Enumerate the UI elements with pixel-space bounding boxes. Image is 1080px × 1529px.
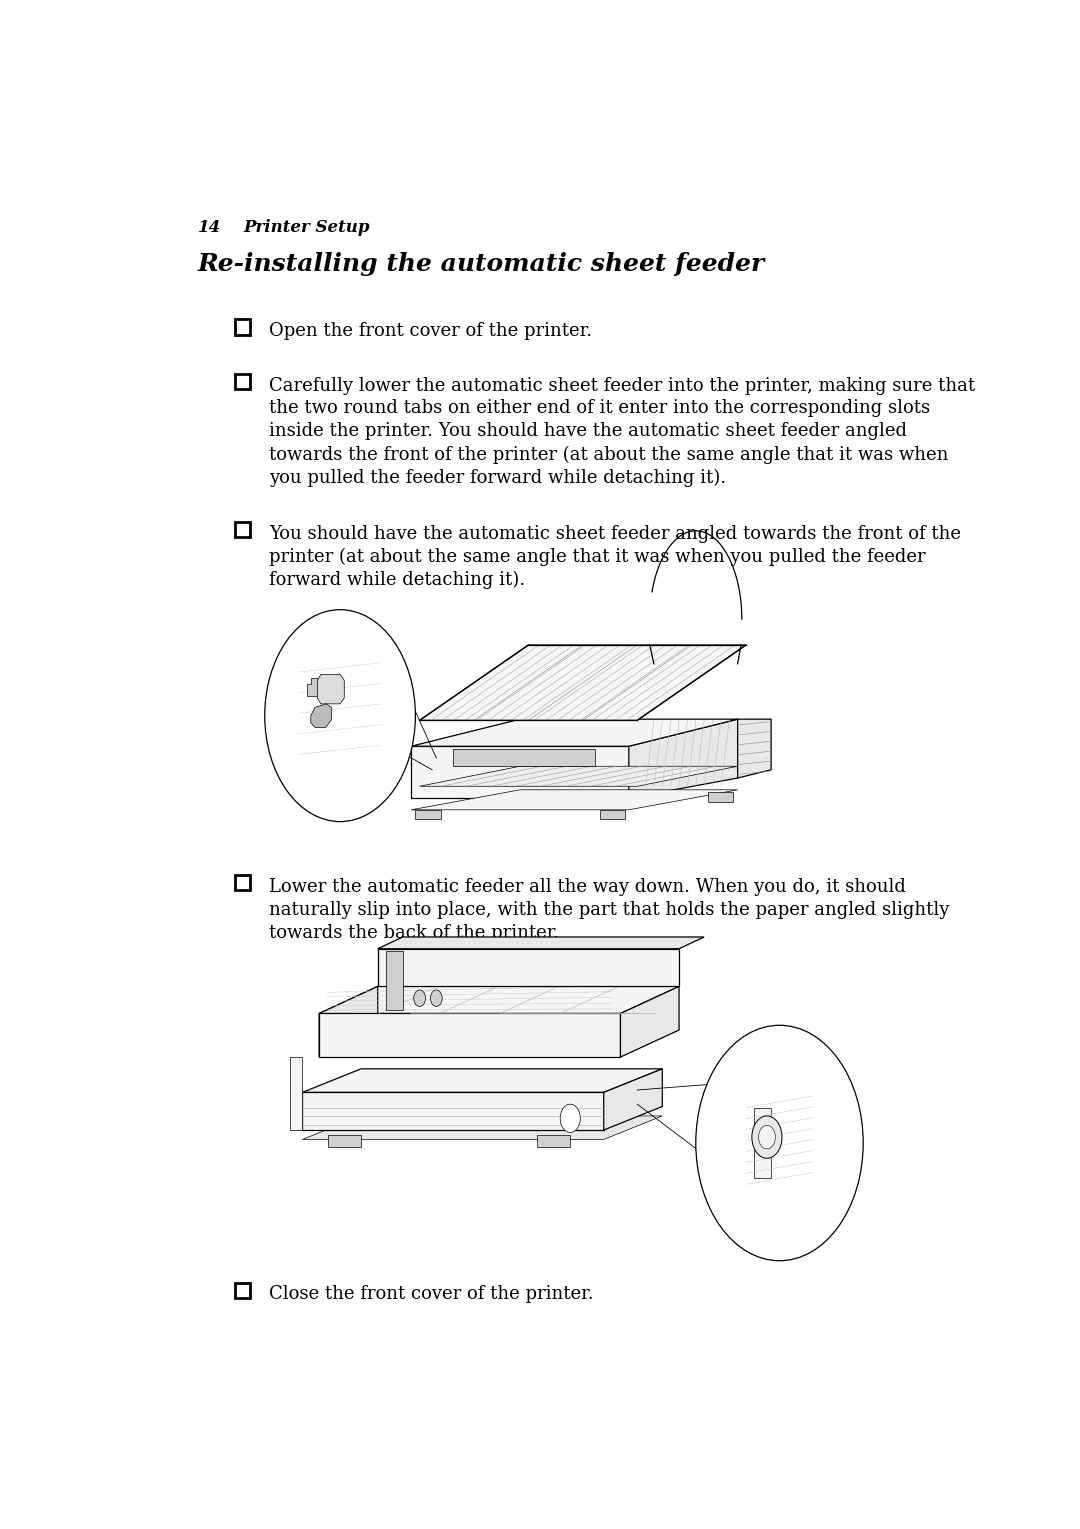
Polygon shape bbox=[420, 766, 738, 786]
Text: Open the front cover of the printer.: Open the front cover of the printer. bbox=[269, 323, 592, 341]
Text: Close the front cover of the printer.: Close the front cover of the printer. bbox=[269, 1286, 594, 1303]
Circle shape bbox=[414, 989, 426, 1006]
Bar bbox=[234, 875, 249, 890]
Circle shape bbox=[431, 989, 442, 1006]
Text: You should have the automatic sheet feeder angled towards the front of the
print: You should have the automatic sheet feed… bbox=[269, 524, 961, 589]
Polygon shape bbox=[320, 1014, 620, 1057]
Bar bbox=[234, 1283, 249, 1298]
Polygon shape bbox=[311, 703, 332, 728]
Bar bbox=[537, 1135, 570, 1147]
Polygon shape bbox=[307, 677, 320, 696]
Polygon shape bbox=[620, 986, 679, 1057]
Polygon shape bbox=[302, 1092, 604, 1130]
Text: Carefully lower the automatic sheet feeder into the printer, making sure that
th: Carefully lower the automatic sheet feed… bbox=[269, 376, 975, 486]
Polygon shape bbox=[302, 1116, 662, 1139]
Text: Lower the automatic feeder all the way down. When you do, it should
naturally sl: Lower the automatic feeder all the way d… bbox=[269, 878, 949, 942]
Polygon shape bbox=[604, 1069, 662, 1130]
Bar bbox=[234, 521, 249, 537]
Polygon shape bbox=[302, 1069, 662, 1092]
Circle shape bbox=[561, 1104, 580, 1133]
Circle shape bbox=[758, 1125, 775, 1148]
Polygon shape bbox=[320, 986, 679, 1014]
Circle shape bbox=[265, 610, 416, 821]
Circle shape bbox=[696, 1026, 863, 1261]
Text: Printer Setup: Printer Setup bbox=[244, 219, 370, 235]
Polygon shape bbox=[454, 749, 595, 766]
Polygon shape bbox=[378, 937, 704, 948]
Bar bbox=[327, 1135, 361, 1147]
Bar bbox=[599, 810, 624, 820]
Circle shape bbox=[752, 1116, 782, 1159]
Polygon shape bbox=[387, 951, 403, 1011]
Polygon shape bbox=[420, 645, 746, 720]
Bar bbox=[708, 792, 733, 801]
Polygon shape bbox=[411, 746, 629, 798]
Polygon shape bbox=[320, 986, 378, 1057]
Polygon shape bbox=[289, 1057, 302, 1130]
Polygon shape bbox=[411, 719, 738, 746]
Polygon shape bbox=[629, 719, 738, 798]
Polygon shape bbox=[754, 1107, 771, 1179]
Text: Re-installing the automatic sheet feeder: Re-installing the automatic sheet feeder bbox=[198, 252, 765, 275]
Bar bbox=[234, 320, 249, 335]
Polygon shape bbox=[411, 790, 738, 810]
Text: 14: 14 bbox=[198, 219, 221, 235]
Polygon shape bbox=[378, 948, 679, 986]
Polygon shape bbox=[318, 674, 345, 703]
Bar bbox=[234, 373, 249, 388]
Bar bbox=[416, 810, 441, 820]
Polygon shape bbox=[738, 719, 771, 778]
